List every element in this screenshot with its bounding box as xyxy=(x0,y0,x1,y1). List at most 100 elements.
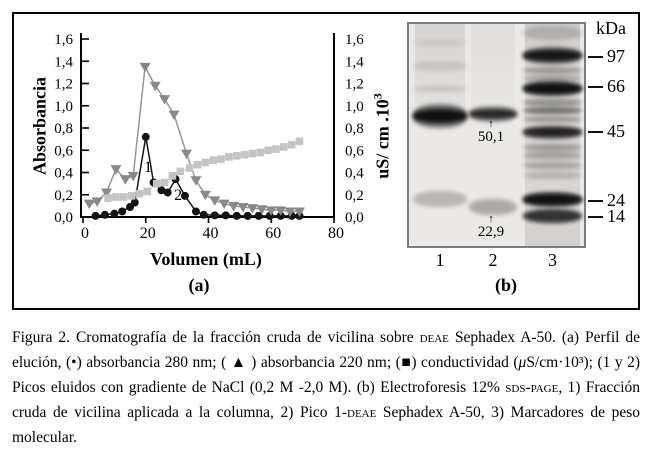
marker-square xyxy=(193,160,202,169)
lane-number: 1 xyxy=(435,250,445,270)
marker-circle xyxy=(130,198,139,207)
marker-circle xyxy=(118,207,127,216)
gel-lane-2 xyxy=(469,24,517,246)
marker-square xyxy=(152,179,161,188)
marker-triangle-down xyxy=(139,62,151,73)
peak-label: 1 xyxy=(144,159,152,176)
x-tick-label: 40 xyxy=(203,225,219,242)
protein-band xyxy=(413,86,467,92)
x-tick-label: 80 xyxy=(328,225,344,242)
y-left-tick-label: 0,0 xyxy=(54,210,73,226)
marker-circle xyxy=(210,211,219,220)
caption-segment: deae xyxy=(419,329,449,346)
marker-square xyxy=(280,143,288,151)
marker-circle xyxy=(163,188,172,197)
right-axis-title-superscript: 3 xyxy=(370,93,385,100)
marker-square xyxy=(209,156,218,165)
protein-band xyxy=(522,67,583,74)
y-right-tick-label: 0,2 xyxy=(345,188,364,204)
marker-square xyxy=(272,145,280,153)
marker-circle xyxy=(141,132,150,141)
protein-band xyxy=(522,162,583,169)
caption-segment: Sephadex A-50, 3) Marcadores de peso mol… xyxy=(12,404,640,446)
protein-band xyxy=(413,39,467,46)
caption-segment: S/cm·10³); (1 y 2) Picos eluidos con gra… xyxy=(12,354,640,396)
marker-kda-value: 14 xyxy=(607,206,625,226)
figure-caption: Figura 2. Cromatografía de la fracción c… xyxy=(12,325,640,450)
marker-triangle-down xyxy=(293,207,305,217)
protein-band xyxy=(522,152,583,159)
protein-band xyxy=(413,191,467,207)
y-right-tick-label: 0,6 xyxy=(345,143,364,159)
marker-triangle-down xyxy=(159,95,171,105)
marker-circle xyxy=(180,191,189,200)
marker-square xyxy=(287,140,296,149)
marker-triangle-down xyxy=(110,165,122,175)
marker-triangle-down xyxy=(119,175,131,185)
marker-circle xyxy=(232,211,241,220)
x-tick-label: 20 xyxy=(140,225,156,242)
marker-circle xyxy=(221,211,230,220)
marker-square xyxy=(168,172,177,180)
x-axis-title: Volumen (mL) xyxy=(150,249,262,269)
marker-kda-value: 66 xyxy=(607,76,625,96)
y-left-tick-label: 0,6 xyxy=(54,143,73,159)
marker-square xyxy=(295,137,304,146)
protein-band xyxy=(522,117,583,122)
left-axis-title: Absorbancia xyxy=(29,76,50,176)
marker-triangle-down xyxy=(246,204,258,214)
marker-circle xyxy=(91,211,100,220)
marker-square xyxy=(264,146,272,155)
marker-square xyxy=(104,194,112,202)
marker-triangle-down xyxy=(101,188,113,199)
marker-circle xyxy=(100,210,109,219)
protein-band xyxy=(413,61,467,71)
marker-triangle-down xyxy=(256,205,268,215)
right-axis-title-text: uS/ cm .10 xyxy=(372,99,393,179)
protein-band xyxy=(522,144,583,151)
marker-triangle-down xyxy=(190,176,202,186)
peak-label: 2 xyxy=(174,187,182,204)
panel-b-label: (b) xyxy=(495,275,517,295)
marker-dash xyxy=(588,131,603,133)
marker-kda-value: 45 xyxy=(607,121,625,141)
marker-kda-value: 97 xyxy=(607,46,625,66)
lane-number: 3 xyxy=(548,250,557,270)
y-left-tick-label: 1,6 xyxy=(54,32,73,48)
y-right-tick-label: 1,0 xyxy=(345,99,364,115)
caption-segment: , 1) Fracción cruda de vicilina aplicada… xyxy=(12,379,640,421)
y-left-tick-label: 0,2 xyxy=(54,188,73,204)
marker-triangle-down xyxy=(218,199,230,210)
y-left-tick-label: 1,4 xyxy=(54,54,73,70)
caption-segment: Figura 2. Cromatografía de la fracción c… xyxy=(12,329,420,346)
protein-band xyxy=(522,172,583,179)
y-left-tick-label: 1,2 xyxy=(54,77,73,93)
protein-band xyxy=(522,76,583,81)
y-left-tick-label: 0,4 xyxy=(54,166,73,182)
lane-number: 2 xyxy=(488,250,498,270)
band-molecular-weight-label: 50,1 xyxy=(477,129,505,145)
protein-band xyxy=(522,107,583,114)
protein-band xyxy=(413,109,467,123)
elution-profile-chart: 0,0 0,0 0,2 0,2 0,4 0,4 0,6 0,6 0,8 0,8 1,0 1,0 1,2 1… xyxy=(54,32,364,242)
x-tick-label: 0 xyxy=(81,225,89,242)
caption-segment: sds-page xyxy=(505,379,559,396)
gel-lane-3 xyxy=(522,24,583,246)
protein-band xyxy=(522,194,583,205)
band-molecular-weight-label: 22,9 xyxy=(477,224,505,240)
marker-triangle-down xyxy=(275,206,287,216)
kda-units-label: kDa xyxy=(596,18,626,38)
protein-band xyxy=(469,109,517,119)
marker-square xyxy=(201,158,210,167)
y-right-tick-label: 0,0 xyxy=(345,210,364,226)
band-arrow-icon: ↑ xyxy=(488,118,494,130)
marker-square xyxy=(232,152,241,160)
marker-triangle-down xyxy=(265,206,277,216)
marker-square xyxy=(127,192,136,200)
marker-kda-value: 24 xyxy=(607,190,625,210)
marker-triangle-down xyxy=(209,196,221,206)
marker-triangle-down xyxy=(83,199,95,210)
marker-triangle-down xyxy=(181,149,193,160)
protein-band xyxy=(522,99,583,106)
